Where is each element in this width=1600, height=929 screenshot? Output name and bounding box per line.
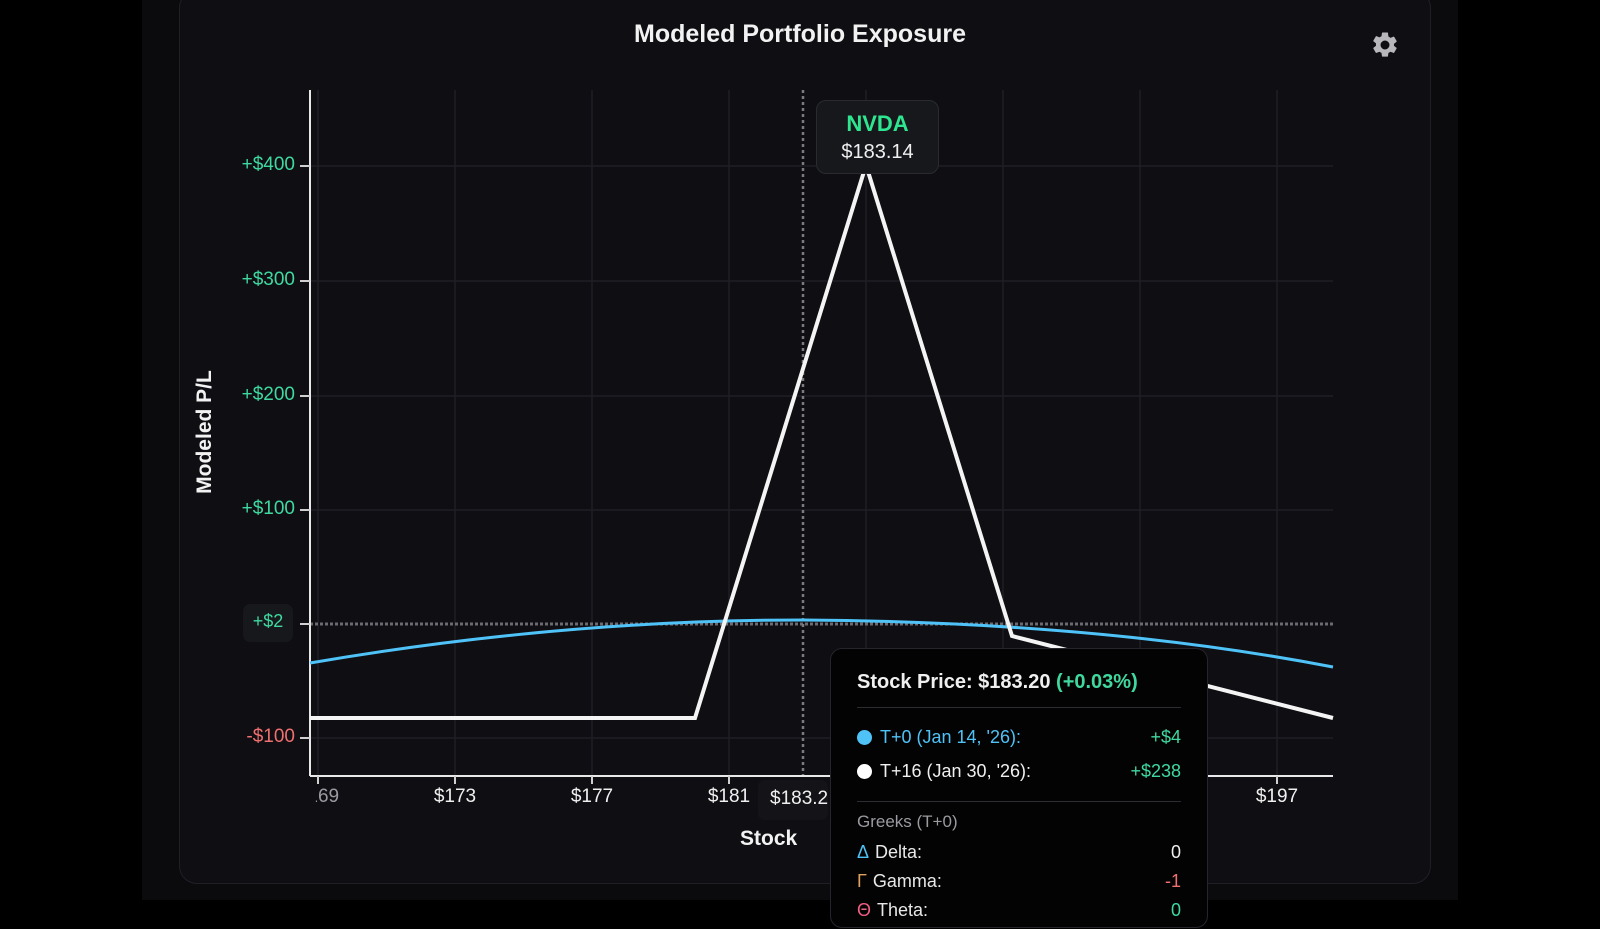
greeks-title: Greeks (T+0) [857, 812, 958, 831]
x-tick-label: $173 [433, 786, 477, 807]
y-tick-label: +$200 [241, 384, 295, 405]
ticker-price: $183.14 [841, 141, 914, 163]
greek-value: 0 [1170, 842, 1181, 862]
greek-name: Gamma: [872, 871, 942, 891]
gear-icon [1373, 32, 1397, 57]
series-expiry-line [310, 158, 1334, 720]
x-tick-label: $169 [296, 786, 340, 807]
hover-y-value-badge: +$2 [243, 604, 293, 642]
series-label: T+0 (Jan 14, '26): [880, 726, 1022, 747]
y-axis-title: Modeled P/L [193, 370, 216, 494]
divider [857, 707, 1181, 708]
tooltip-series-row: T+0 (Jan 14, '26): +$4 [857, 720, 1181, 754]
ticker-symbol: NVDA [846, 111, 909, 136]
y-tick-label: -$100 [246, 726, 295, 747]
tooltip-series-row: T+16 (Jan 30, '26): +$238 [857, 754, 1181, 788]
y-tick-label: +$100 [241, 498, 295, 519]
hover-tooltip: Stock Price: $183.20 (+0.03%) T+0 (Jan 1… [830, 648, 1208, 928]
gamma-icon: Γ [857, 871, 867, 891]
x-axis-title: Stock [740, 827, 798, 850]
theta-icon: Θ [857, 900, 872, 920]
delta-icon: Δ [857, 842, 870, 862]
chart-card [179, 0, 1431, 884]
greek-name: Delta: [875, 842, 923, 862]
greek-row-delta: Δ Delta: 0 [857, 842, 1181, 871]
y-tick-label: +$400 [241, 154, 295, 175]
series-value: +$238 [1130, 760, 1181, 781]
greek-value: 0 [1170, 900, 1181, 920]
series-t0-line [309, 618, 1334, 669]
x-tick-label: $197 [1255, 786, 1299, 807]
hover-x-value-badge: $183.20 [758, 780, 828, 820]
series-value: +$4 [1150, 726, 1181, 747]
greek-value: -1 [1164, 871, 1181, 891]
tooltip-header: Stock Price: $183.20 (+0.03%) [857, 671, 1181, 694]
series-label: T+16 (Jan 30, '26): [880, 760, 1032, 781]
price-change: (+0.03%) [1056, 671, 1138, 693]
current-price-marker: NVDA $183.14 [816, 100, 939, 174]
stock-price-label: Stock Price: $183.20 [857, 671, 1051, 693]
x-tick-label: $177 [570, 786, 614, 807]
x-tick-label: $181 [707, 786, 751, 807]
settings-button[interactable] [1370, 30, 1400, 60]
t0-dot-icon [857, 729, 872, 745]
expiry-dot-icon [857, 763, 872, 779]
greek-name: Theta: [877, 900, 929, 920]
greek-row-theta: Θ Theta: 0 [857, 900, 1181, 929]
chart-title: Modeled Portfolio Exposure [634, 20, 966, 48]
pl-chart[interactable] [0, 0, 1600, 900]
y-tick-label: +$300 [241, 269, 295, 290]
greek-row-gamma: Γ Gamma: -1 [857, 871, 1181, 900]
divider [857, 801, 1181, 802]
